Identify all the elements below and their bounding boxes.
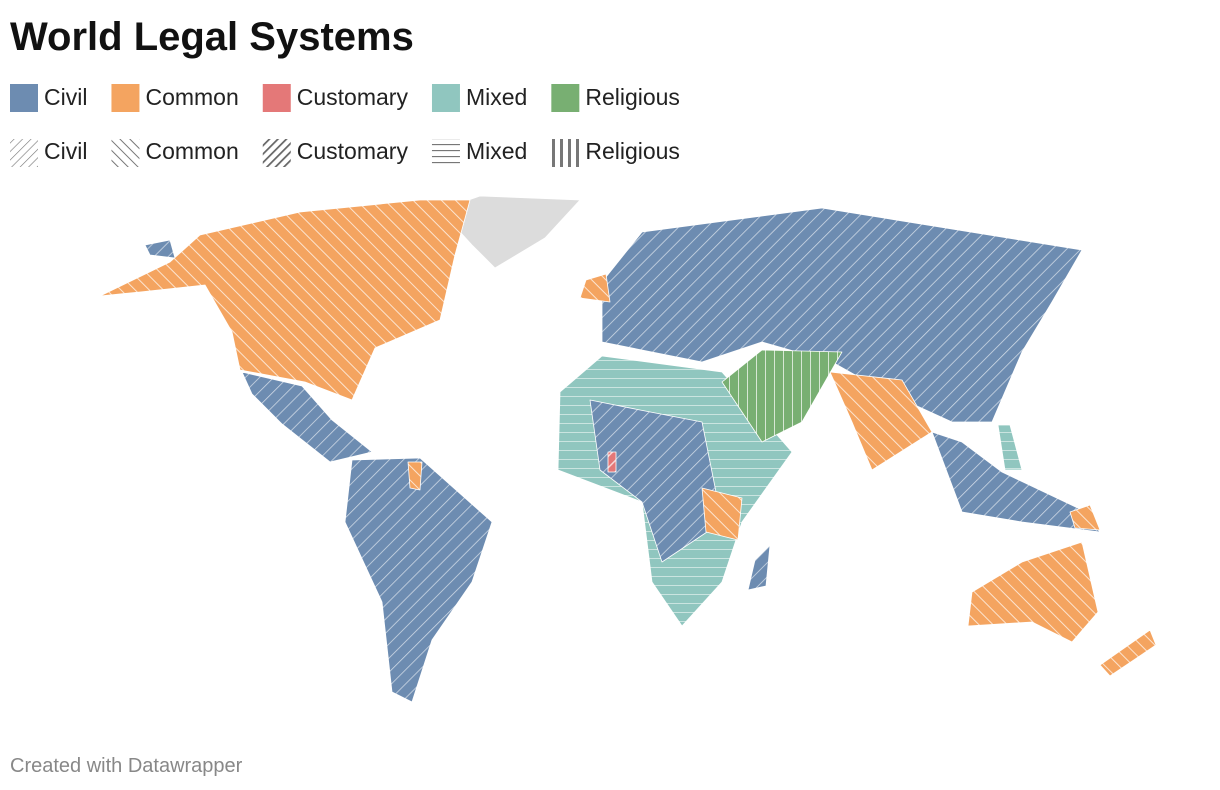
region-pattern [145,240,175,258]
region-pattern [1100,630,1156,676]
region-pattern [830,372,932,470]
legend-pattern [551,139,580,167]
legend-label: Civil [44,138,87,164]
legend-label: Common [145,84,238,110]
legend-label: Mixed [466,138,527,164]
legend-swatch [10,84,38,112]
region-pattern [100,200,470,400]
legend-label: Mixed [466,84,527,110]
region-pattern [242,372,372,462]
legend-pattern [262,139,291,167]
legend: Civil Common Customary Mixed Religious [10,138,680,167]
region-pattern [580,274,610,302]
legend-swatch [551,84,580,112]
legend-swatch [111,84,140,112]
legend-swatch [262,84,291,112]
legend-label: Religious [585,84,680,110]
region [439,195,581,269]
region-pattern [998,425,1022,470]
legend-label: Customary [297,84,409,110]
legend-label: Common [145,138,238,164]
region-pattern [932,432,1100,532]
legend-label: Religious [585,138,680,164]
region-pattern [748,545,770,590]
region-pattern [968,542,1098,642]
region-pattern [608,452,616,472]
legend-pattern [111,139,140,167]
map [99,195,1157,703]
region-pattern [1070,505,1100,530]
region-pattern [702,488,742,540]
title: World Legal Systems [10,15,414,59]
region-pattern [590,400,722,562]
legend: Civil Common Customary Mixed Religious [10,84,680,112]
legend-label: Civil [44,84,87,110]
region-pattern [602,208,1082,422]
legend-label: Customary [297,138,409,164]
region-pattern [408,462,422,490]
legend-swatch [431,84,460,112]
region-pattern [722,350,842,442]
legend-pattern [10,139,38,167]
region-pattern [345,458,492,702]
footer: Created with Datawrapper [10,755,243,777]
legend-pattern [431,139,460,167]
